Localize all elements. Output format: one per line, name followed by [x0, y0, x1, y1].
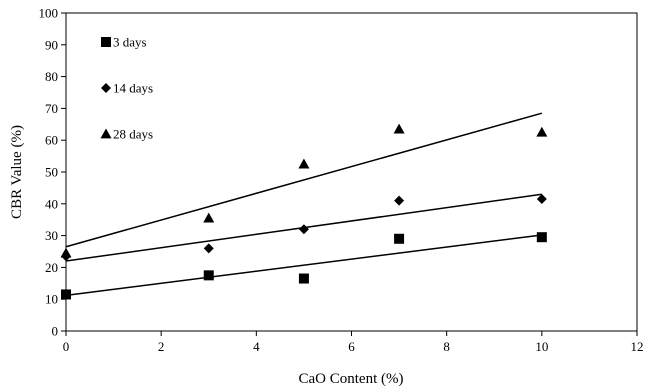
- data-point-triangle: [536, 126, 548, 137]
- data-point-diamond: [536, 194, 547, 205]
- x-tick-label: 4: [253, 339, 260, 354]
- trendline-series-3: [65, 112, 543, 248]
- data-point-diamond: [394, 195, 405, 206]
- y-tick-label: 10: [45, 292, 58, 307]
- x-tick-label: 10: [535, 339, 548, 354]
- y-tick-label: 20: [45, 260, 58, 275]
- legend: 3 days 14 days 28 days: [100, 35, 153, 142]
- data-point-triangle: [393, 123, 405, 134]
- y-tick-label: 100: [39, 6, 59, 21]
- data-point-diamond: [298, 224, 309, 235]
- y-tick-label: 0: [52, 324, 59, 339]
- y-tick-label: 80: [45, 69, 58, 84]
- x-tick-label: 2: [158, 339, 165, 354]
- x-axis: 0 2 4 6 8 10 12: [63, 331, 644, 354]
- y-axis-label: CBR Value (%): [9, 125, 25, 219]
- data-point-triangle: [60, 247, 72, 258]
- y-tick-label: 60: [45, 133, 58, 148]
- y-tick-label: 30: [45, 228, 58, 243]
- y-tick-label: 50: [45, 165, 58, 180]
- x-tick-label: 8: [443, 339, 450, 354]
- legend-label: 14 days: [113, 81, 153, 96]
- data-point-square: [203, 270, 214, 281]
- data-point-square: [61, 289, 71, 300]
- data-point-diamond: [203, 243, 214, 254]
- x-tick-label: 0: [63, 339, 70, 354]
- x-tick-label: 6: [348, 339, 355, 354]
- y-axis: 0 10 20 30 40 50 60 70 80 90 100: [39, 6, 66, 339]
- legend-marker-triangle: [100, 128, 112, 139]
- y-tick-label: 40: [45, 196, 58, 211]
- legend-label: 3 days: [113, 35, 147, 50]
- data-point-square: [536, 232, 547, 243]
- data-point-triangle: [298, 158, 310, 169]
- plot-area: [65, 12, 638, 332]
- legend-label: 28 days: [113, 127, 153, 142]
- data-points: [60, 123, 548, 300]
- y-tick-label: 90: [45, 37, 58, 52]
- x-tick-label: 12: [631, 339, 644, 354]
- data-point-square: [394, 233, 405, 244]
- y-tick-label: 70: [45, 101, 58, 116]
- data-point-square: [298, 273, 309, 284]
- legend-marker-diamond: [101, 83, 111, 93]
- legend-marker-square: [101, 37, 111, 47]
- x-axis-label: CaO Content (%): [299, 371, 404, 387]
- data-point-triangle: [203, 212, 215, 223]
- trendline-series-1: [65, 234, 542, 297]
